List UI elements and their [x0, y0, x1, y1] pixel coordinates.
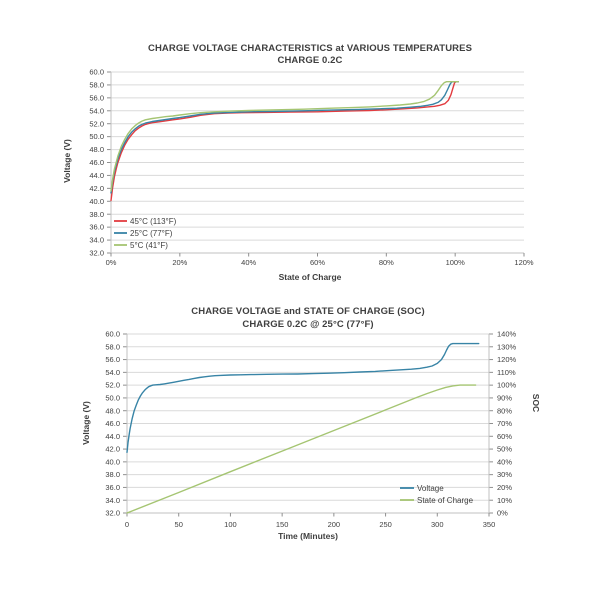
right-y-tick-label: 10% [497, 496, 512, 505]
y-tick-label: 34.0 [89, 236, 104, 245]
x-tick-label: 100% [446, 258, 466, 267]
x-tick-label: 100 [224, 520, 237, 529]
y-tick-label: 38.0 [89, 210, 104, 219]
x-tick-label: 60% [310, 258, 325, 267]
y-tick-label: 38.0 [105, 470, 120, 479]
x-tick-label: 120% [514, 258, 534, 267]
y-tick-label: 60.0 [105, 330, 120, 339]
legend-label: Voltage [417, 484, 444, 493]
y-tick-label: 46.0 [89, 158, 104, 167]
y-tick-label: 52.0 [105, 381, 120, 390]
y-tick-label: 36.0 [105, 483, 120, 492]
chart2-x-axis-label: Time (Minutes) [278, 531, 338, 541]
y-tick-label: 54.0 [89, 106, 104, 115]
y-tick-label: 42.0 [89, 184, 104, 193]
y-tick-label: 40.0 [105, 457, 120, 466]
y-tick-label: 32.0 [105, 509, 120, 518]
legend-label: 25°C (77°F) [130, 229, 173, 238]
y-tick-label: 42.0 [105, 445, 120, 454]
right-y-tick-label: 40% [497, 457, 512, 466]
y-tick-label: 32.0 [89, 249, 104, 258]
y-tick-label: 48.0 [105, 406, 120, 415]
right-y-tick-label: 110% [497, 368, 516, 377]
x-tick-label: 40% [241, 258, 256, 267]
y-tick-label: 48.0 [89, 145, 104, 154]
right-y-tick-label: 50% [497, 445, 512, 454]
chart1-title: CHARGE VOLTAGE CHARACTERISTICS at VARIOU… [147, 43, 473, 54]
x-tick-label: 250 [379, 520, 392, 529]
x-tick-label: 80% [379, 258, 394, 267]
legend-label: State of Charge [417, 496, 474, 505]
right-y-tick-label: 20% [497, 483, 512, 492]
right-y-tick-label: 30% [497, 470, 512, 479]
right-y-tick-label: 100% [497, 381, 517, 390]
series-5-c-41-f- [110, 81, 459, 192]
chart1-x-axis-label: State of Charge [278, 272, 342, 282]
x-tick-label: 20% [172, 258, 187, 267]
chart1-subtitle: CHARGE 0.2C [277, 55, 343, 66]
y-tick-label: 52.0 [89, 119, 104, 128]
y-tick-label: 60.0 [89, 68, 104, 77]
y-tick-label: 58.0 [89, 81, 104, 90]
y-tick-label: 46.0 [105, 419, 120, 428]
series-voltage [126, 342, 480, 453]
y-tick-label: 50.0 [89, 132, 104, 141]
x-tick-label: 350 [483, 520, 496, 529]
y-tick-label: 40.0 [89, 197, 104, 206]
right-y-tick-label: 120% [497, 355, 517, 364]
legend-label: 45°C (113°F) [130, 217, 177, 226]
right-y-tick-label: 90% [497, 394, 512, 403]
right-y-tick-label: 130% [497, 342, 517, 351]
y-tick-label: 36.0 [89, 223, 104, 232]
y-tick-label: 56.0 [105, 355, 120, 364]
series-45-c-113-f- [110, 81, 459, 202]
right-y-tick-label: 140% [497, 330, 517, 339]
x-tick-label: 0% [106, 258, 117, 267]
right-y-tick-label: 0% [497, 509, 508, 518]
right-y-tick-label: 60% [497, 432, 512, 441]
x-tick-label: 150 [276, 520, 289, 529]
series-state-of-charge [126, 384, 477, 514]
legend-label: 5°C (41°F) [130, 241, 168, 250]
y-tick-label: 58.0 [105, 342, 120, 351]
series-25-c-77-f- [110, 81, 459, 194]
x-tick-label: 200 [328, 520, 341, 529]
y-tick-label: 54.0 [105, 368, 120, 377]
chart2-subtitle: CHARGE 0.2C @ 25°C (77°F) [242, 319, 374, 330]
right-y-tick-label: 70% [497, 419, 512, 428]
x-tick-label: 0 [125, 520, 129, 529]
right-y-tick-label: 80% [497, 406, 512, 415]
y-tick-label: 44.0 [89, 171, 104, 180]
chart2-title: CHARGE VOLTAGE and STATE OF CHARGE (SOC) [191, 306, 425, 317]
y-tick-label: 44.0 [105, 432, 120, 441]
x-tick-label: 50 [175, 520, 183, 529]
y-tick-label: 50.0 [105, 394, 120, 403]
y-tick-label: 34.0 [105, 496, 120, 505]
y-tick-label: 56.0 [89, 93, 104, 102]
x-tick-label: 300 [431, 520, 444, 529]
